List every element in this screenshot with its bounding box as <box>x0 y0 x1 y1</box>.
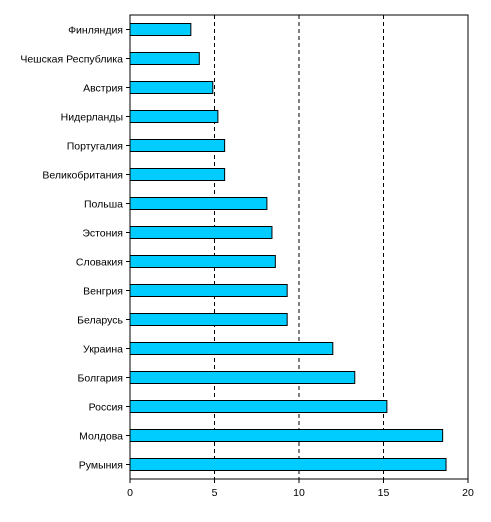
bar-12 <box>129 371 356 384</box>
category-label-8: Словакия <box>76 257 123 269</box>
bar-0 <box>129 23 192 36</box>
x-tick-label-1: 5 <box>212 487 218 499</box>
category-label-4: Португалия <box>67 141 123 153</box>
category-label-3: Нидерланды <box>61 112 123 124</box>
category-label-9: Венгрия <box>83 286 123 298</box>
category-label-2: Австрия <box>83 83 123 95</box>
category-labels: Финляндия Чешская Республика Австрия Нидерл… <box>20 25 123 472</box>
bar-15 <box>129 458 447 471</box>
x-tick-label-0: 0 <box>127 487 133 499</box>
category-label-5: Великобритания <box>42 170 123 182</box>
category-label-6: Польша <box>84 199 123 211</box>
category-label-13: Россия <box>89 402 123 414</box>
category-label-12: Болгария <box>78 373 123 385</box>
bar-5 <box>129 168 226 181</box>
bar-2 <box>129 81 214 94</box>
tick-labels: 0 5 10 15 20 <box>127 487 474 499</box>
category-label-15: Румыния <box>79 460 123 472</box>
bar-6 <box>129 197 268 210</box>
category-label-10: Беларусь <box>77 315 123 327</box>
bar-9 <box>129 284 288 297</box>
x-tick-label-3: 15 <box>378 487 390 499</box>
bar-10 <box>129 313 288 326</box>
bar-8 <box>129 255 276 268</box>
category-label-14: Молдова <box>79 431 123 443</box>
x-tick-label-2: 10 <box>293 487 305 499</box>
category-label-11: Украина <box>83 344 123 356</box>
bar-14 <box>129 429 444 442</box>
x-tick-label-4: 20 <box>462 487 474 499</box>
category-label-0: Финляндия <box>68 25 123 37</box>
category-label-7: Эстония <box>82 228 123 240</box>
bar-7 <box>129 226 273 239</box>
bar-13 <box>129 400 388 413</box>
axes <box>126 14 469 483</box>
category-label-1: Чешская Республика <box>20 54 123 66</box>
bar-1 <box>129 52 200 65</box>
bars <box>129 23 447 471</box>
bar-3 <box>129 110 219 123</box>
bar-11 <box>129 342 334 355</box>
bar-4 <box>129 139 226 152</box>
